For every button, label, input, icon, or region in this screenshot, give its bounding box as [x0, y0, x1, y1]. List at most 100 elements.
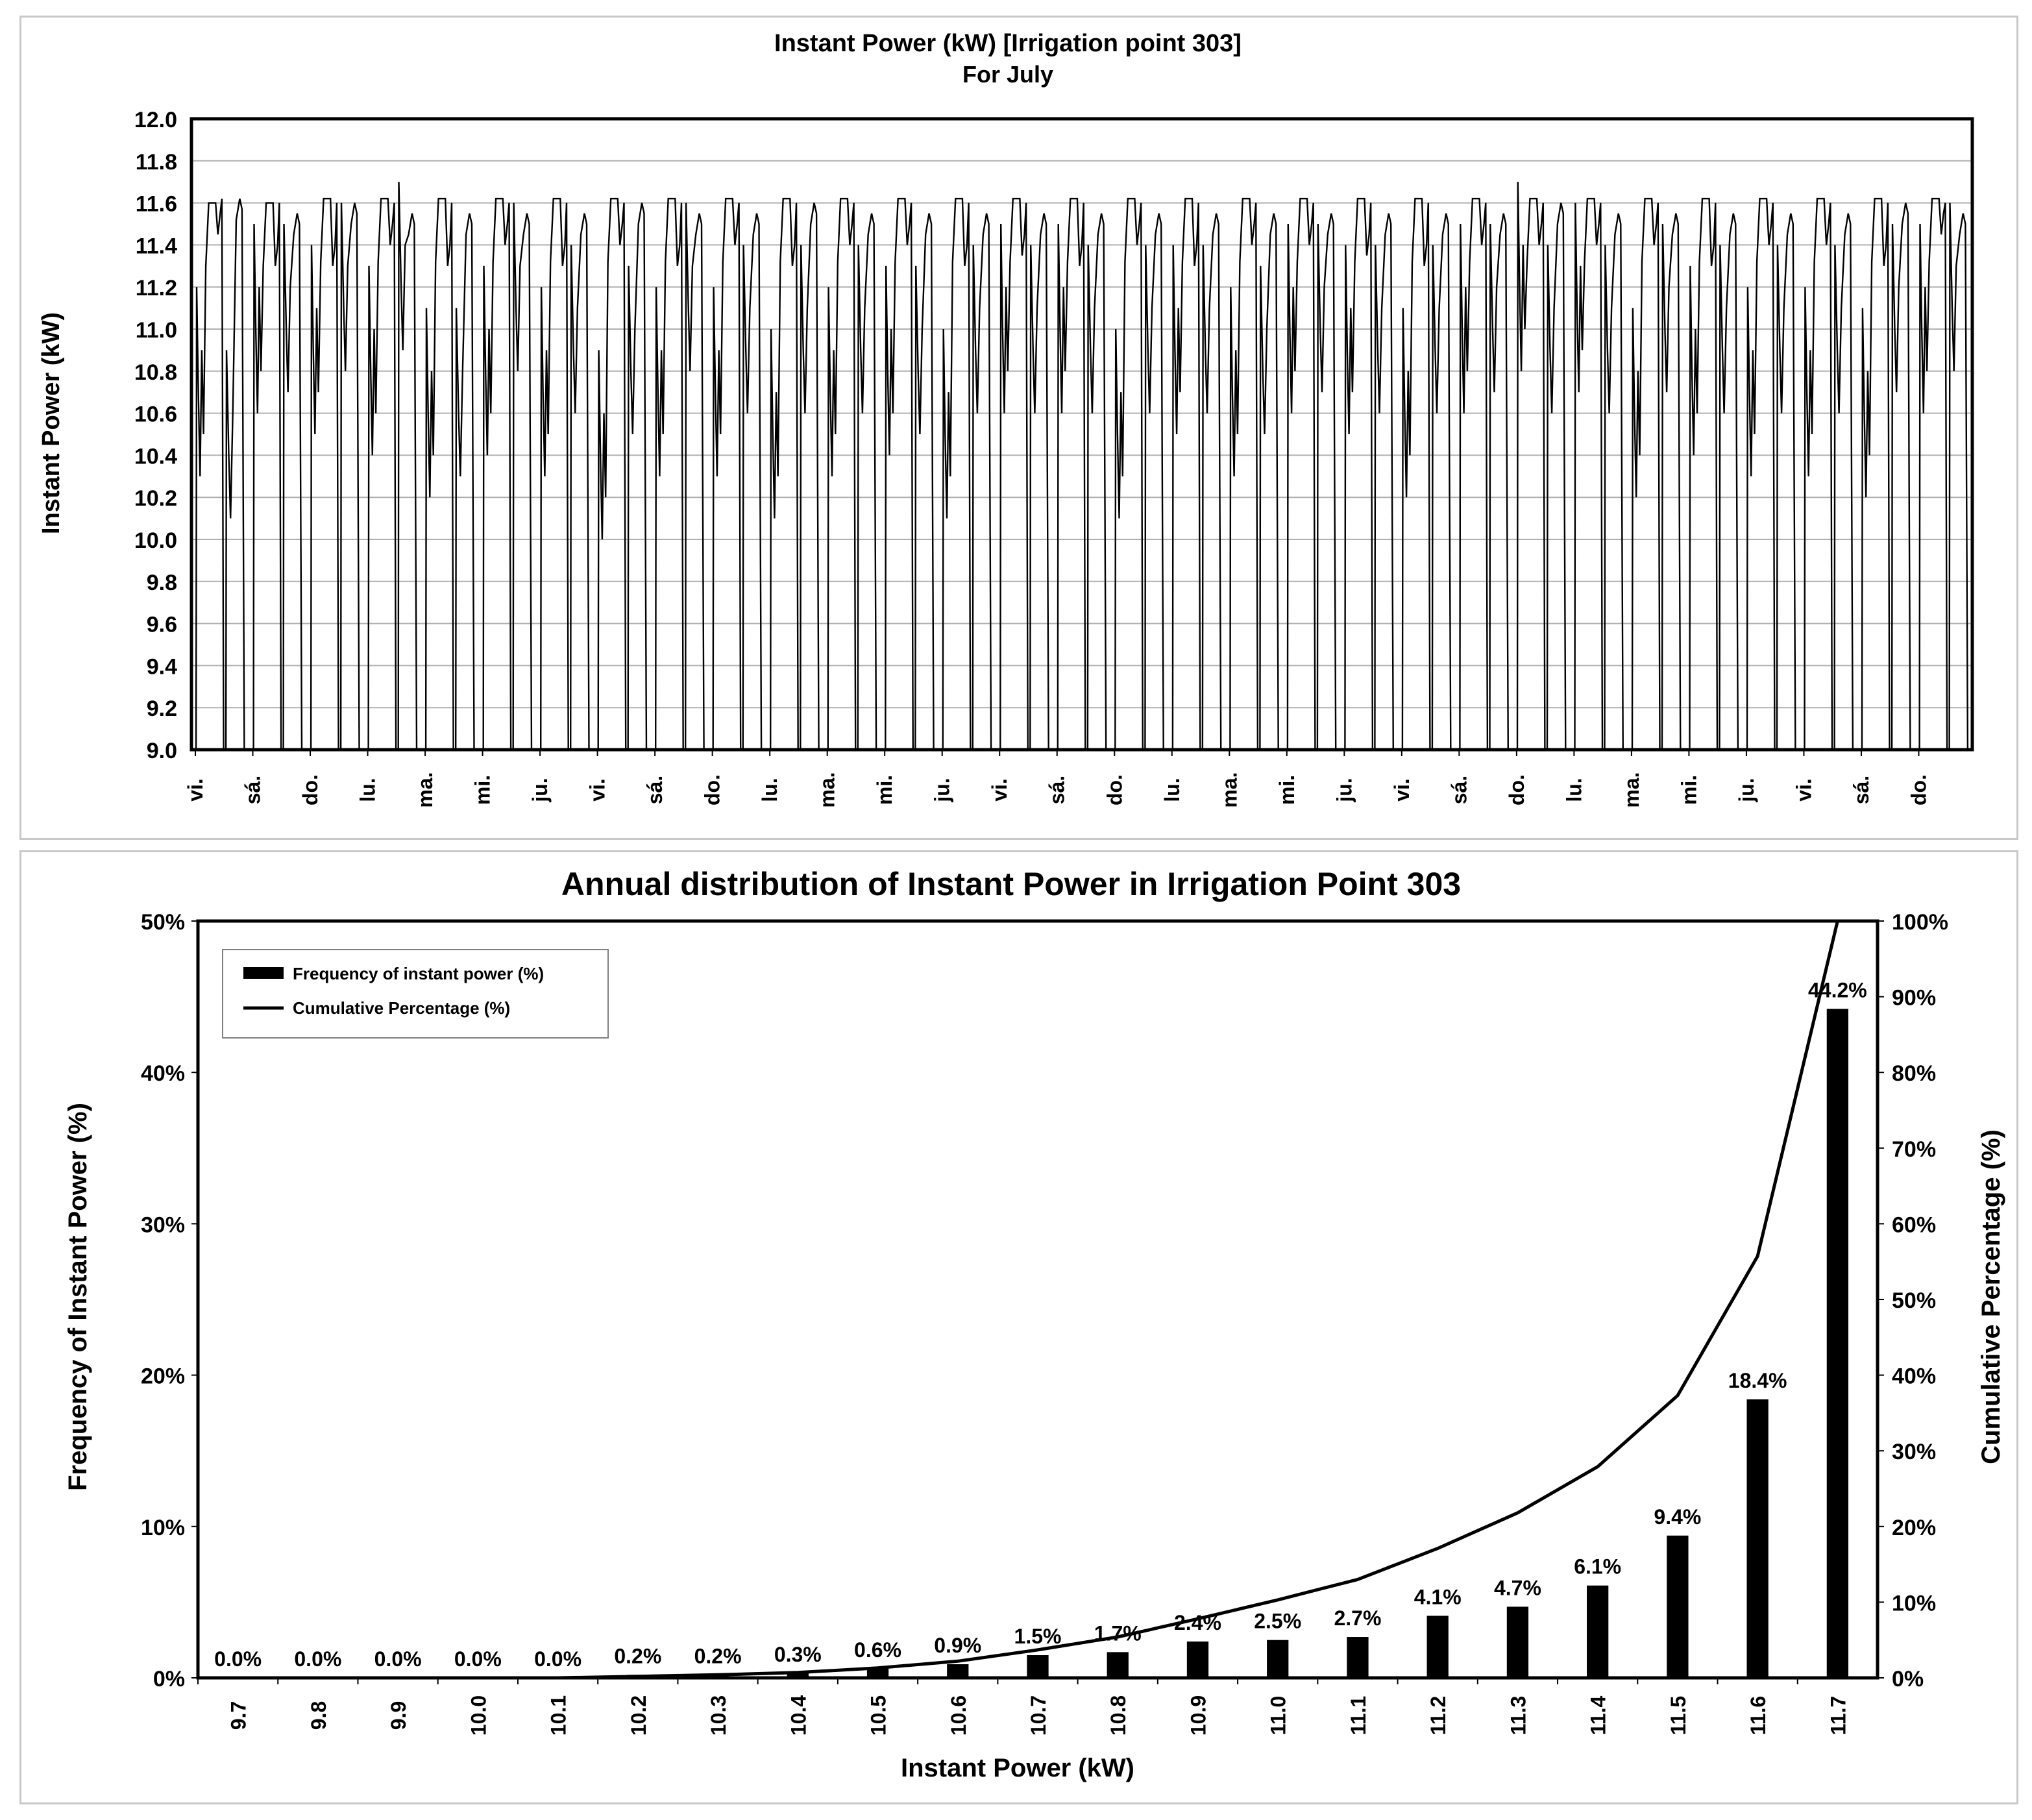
chart2-data-label: 0.0%: [454, 1647, 502, 1671]
chart2-bar: [947, 1664, 969, 1678]
chart2-x-tick-label: 11.0: [1267, 1696, 1290, 1736]
chart1-day-trace: [191, 198, 249, 751]
chart1-x-tick-label: ju.: [1332, 778, 1356, 802]
chart1-y-tick-label: 9.6: [147, 613, 177, 637]
chart2-x-tick-label: 11.4: [1587, 1696, 1610, 1736]
chart1-day-trace: [881, 197, 938, 751]
legend-label-frequency: Frequency of instant power (%): [293, 964, 544, 983]
chart1-day-trace: [1512, 182, 1571, 751]
chart1-day-trace: [1225, 197, 1283, 751]
chart2-data-label: 4.1%: [1414, 1585, 1462, 1608]
chart2-data-label: 1.5%: [1014, 1625, 1062, 1648]
chart1-day-trace: [1857, 197, 1915, 751]
chart2-bar: [1587, 1585, 1609, 1678]
chart2-y2-tick-label: 80%: [1892, 1061, 1936, 1086]
chart1-x-tick-label: sá.: [643, 776, 667, 804]
chart1-x-tick-label: vi.: [1792, 778, 1815, 802]
chart2-bar: [1667, 1535, 1689, 1678]
chart1-x-tick-label: mi.: [1677, 775, 1700, 805]
chart2-bar: [1426, 1616, 1449, 1678]
chart1-day-trace: [1110, 197, 1168, 751]
chart2-x-tick-label: 11.2: [1426, 1696, 1450, 1736]
chart1-day-trace: [823, 197, 881, 751]
chart1-x-tick-label: vi.: [1390, 778, 1414, 802]
chart1-day-trace: [1800, 197, 1857, 751]
chart1-x-tick-label: vi.: [184, 778, 207, 802]
chart1-x-tick-label: ma.: [1620, 772, 1643, 807]
chart2-x-tick-label: 10.6: [947, 1695, 970, 1736]
chart1-y-tick-label: 9.8: [147, 571, 177, 595]
legend-box: [222, 949, 609, 1039]
chart2-x-tick-label: 10.0: [467, 1695, 490, 1736]
chart1-day-trace: [536, 197, 594, 751]
chart1-y-tick-label: 10.4: [134, 444, 177, 469]
chart1-y-tick-label: 10.8: [134, 360, 177, 385]
chart2-x-tick-label: 11.5: [1667, 1696, 1690, 1736]
chart2-bar: [1826, 1009, 1849, 1678]
chart1-y-axis-title: Instant Power (kW): [38, 312, 65, 534]
chart2-y2-tick-label: 90%: [1892, 986, 1936, 1011]
chart1-day-trace: [708, 197, 766, 751]
chart1-day-trace: [1053, 197, 1111, 751]
chart2-title: Annual distribution of Instant Power in …: [561, 866, 1461, 902]
chart2-y2-tick-label: 50%: [1892, 1288, 1936, 1313]
chart2-x-tick-label: 10.4: [787, 1695, 810, 1736]
chart2-x-tick-label: 10.1: [547, 1695, 570, 1736]
chart2-y2-tick-label: 30%: [1892, 1440, 1936, 1464]
chart1-subtitle: For July: [962, 61, 1053, 88]
chart2-data-label: 0.3%: [774, 1643, 822, 1666]
chart1-x-tick-label: vi.: [586, 778, 609, 802]
chart2-data-label: 4.7%: [1494, 1576, 1541, 1599]
legend-swatch-frequency: [243, 967, 284, 979]
chart1-x-tick-label: do.: [299, 774, 322, 805]
chart2-data-label: 2.7%: [1334, 1606, 1381, 1630]
chart1-day-trace: [249, 202, 306, 751]
chart1-y-tick-label: 11.8: [136, 150, 177, 175]
chart2-x-tick-labels: 9.7 9.8 9.9 10.0 10.1 10.2 10.3 10.4 10.5 10.6 10.…: [197, 1678, 1850, 1736]
chart2-bar: [1506, 1606, 1529, 1678]
chart2-data-label: 0.9%: [934, 1634, 981, 1657]
chart2-y-tick-label: 30%: [141, 1212, 185, 1237]
chart1-day-trace: [1742, 197, 1800, 751]
chart2-x-tick-label: 11.6: [1746, 1696, 1770, 1736]
chart1-day-trace: [363, 182, 422, 751]
chart1-day-trace: [1397, 197, 1456, 751]
chart2-data-label: 0.2%: [614, 1644, 661, 1667]
chart1-x-tick-label: mi.: [471, 775, 495, 805]
chart1-y-tick-label: 10.0: [134, 528, 177, 553]
chart1-day-trace: [938, 197, 996, 751]
chart2-y2-axis-title: Cumulative Percentage (%): [1977, 1129, 2005, 1464]
chart1-x-tick-label: sá.: [1046, 776, 1069, 804]
chart2-y-axis-title: Frequency of Instant Power (%): [64, 1103, 92, 1491]
chart2-bar: [1107, 1652, 1129, 1678]
chart1-x-tick-label: ma.: [1218, 772, 1241, 807]
chart2-data-label: 0.6%: [854, 1638, 901, 1662]
chart2-legend: Frequency of instant power (%) Cumulativ…: [222, 949, 609, 1039]
chart1-day-trace: [306, 197, 364, 751]
chart1-y-tick-label: 9.0: [147, 739, 177, 763]
chart1-x-tick-label: mi.: [873, 775, 896, 805]
chart2-y2-tick-label: 100%: [1892, 910, 1948, 935]
chart2-x-tick-label: 10.2: [627, 1695, 650, 1736]
chart1-y-tick-label: 9.4: [147, 654, 177, 679]
chart1-series: [191, 182, 1972, 751]
chart2-data-label: 0.0%: [534, 1647, 581, 1671]
chart1-y-tick-label: 11.0: [136, 318, 177, 343]
chart1-day-trace: [1685, 197, 1743, 751]
chart1-x-tick-label: do.: [1505, 774, 1528, 805]
chart2-data-label: 18.4%: [1728, 1369, 1787, 1392]
chart2-data-label: 44.2%: [1808, 978, 1867, 1002]
chart2-y2-tick-label: 20%: [1892, 1516, 1936, 1540]
chart2-plot-frame: [196, 919, 1879, 1680]
chart1-day-trace: [1455, 197, 1513, 751]
chart2-bar: [1746, 1399, 1769, 1678]
chart1-x-tick-label: lu.: [356, 778, 380, 802]
chart1-y-tick-label: 10.2: [134, 486, 177, 511]
annual-distribution-bar-chart: Annual distribution of Instant Power in …: [64, 866, 2005, 1782]
chart1-day-trace: [1627, 197, 1685, 751]
chart1-x-tick-label: vi.: [988, 778, 1011, 802]
chart2-data-label: 0.2%: [694, 1644, 742, 1667]
chart1-day-trace: [593, 197, 652, 751]
chart2-x-tick-label: 9.7: [227, 1701, 251, 1730]
chart1-x-tick-label: sá.: [241, 776, 265, 804]
